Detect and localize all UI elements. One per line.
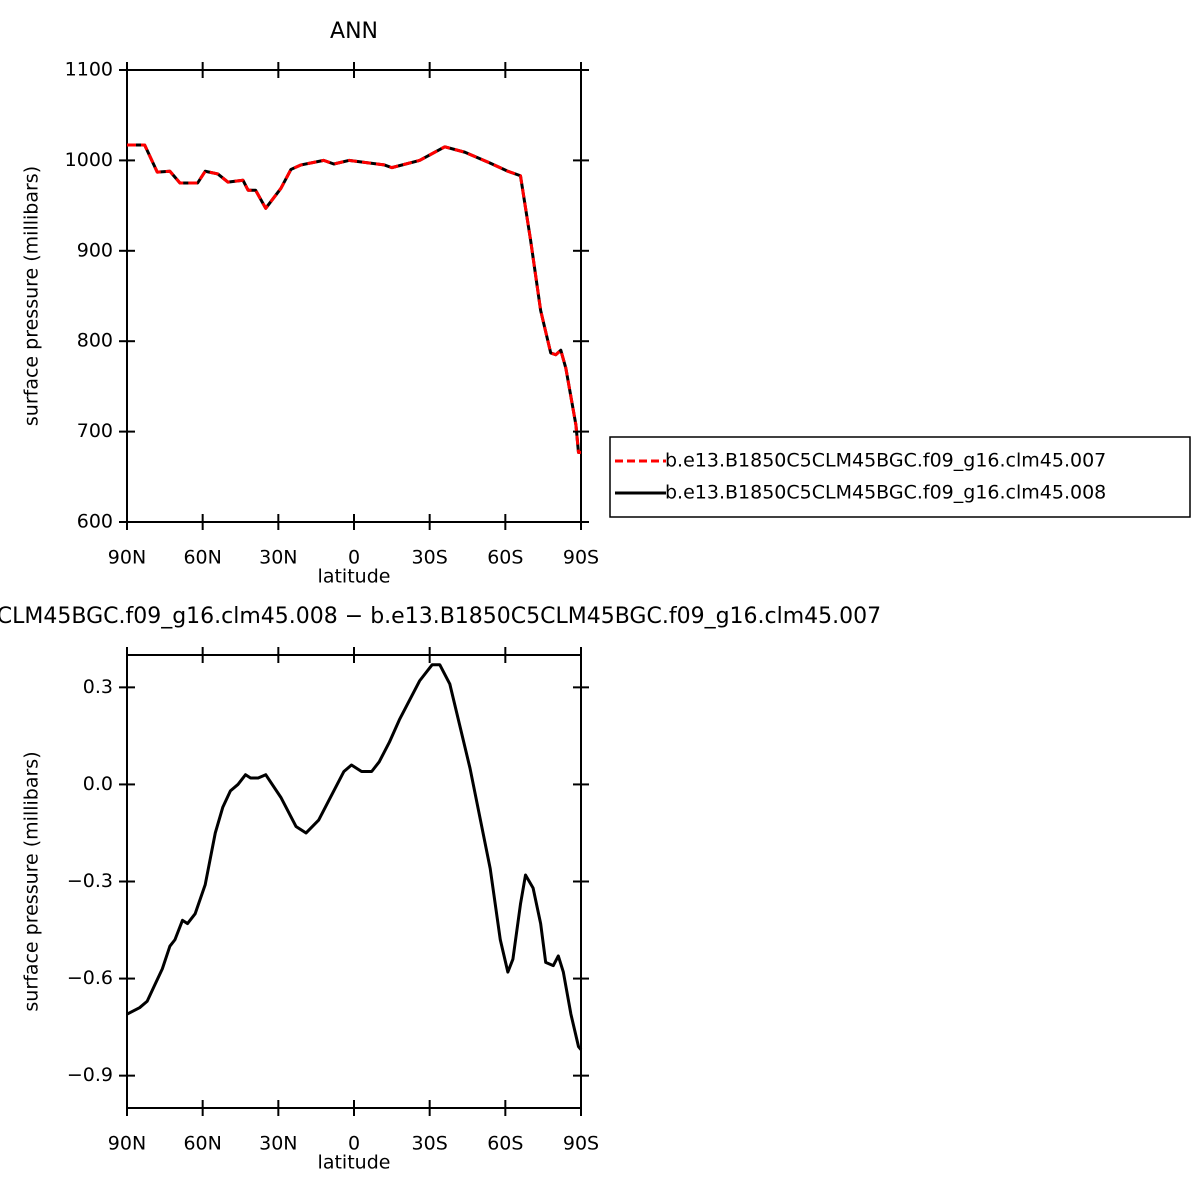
data-line: [127, 143, 581, 454]
y-axis-label: surface pressure (millibars): [21, 751, 43, 1011]
y-tick-label: 900: [77, 239, 113, 261]
y-tick-label: 1000: [65, 149, 113, 171]
x-axis-label: latitude: [318, 566, 391, 588]
x-tick-label: 90S: [563, 547, 599, 569]
x-tick-label: 60S: [487, 1133, 523, 1155]
y-tick-label: −0.6: [67, 967, 113, 989]
y-axis-label: surface pressure (millibars): [21, 166, 43, 426]
chart-title: ANN: [330, 19, 378, 44]
x-tick-label: 90N: [108, 1133, 146, 1155]
y-tick-label: −0.9: [67, 1064, 113, 1086]
legend-box: [609, 436, 1191, 518]
x-tick-label: 60N: [183, 1133, 221, 1155]
x-tick-label: 30N: [259, 1133, 297, 1155]
x-tick-label: 30N: [259, 547, 297, 569]
x-tick-label: 0: [348, 547, 360, 569]
x-tick-label: 0: [348, 1133, 360, 1155]
data-line: [126, 663, 583, 1051]
x-tick-label: 60N: [183, 547, 221, 569]
y-tick-label: 800: [77, 330, 113, 352]
legend-label: b.e13.B1850C5CLM45BGC.f09_g16.clm45.007: [665, 450, 1106, 472]
plot-frame: [126, 69, 582, 523]
x-tick-label: 30S: [412, 547, 448, 569]
x-tick-label: 90S: [563, 1133, 599, 1155]
y-tick-label: 700: [77, 420, 113, 442]
chart-title: b.e13.B1850C5CLM45BGC.f09_g16.clm45.008 …: [0, 604, 881, 629]
y-tick-label: 1100: [65, 59, 113, 81]
x-tick-label: 90N: [108, 547, 146, 569]
y-tick-label: 600: [77, 511, 113, 533]
plot-frame: [126, 654, 582, 1109]
x-tick-label: 60S: [487, 547, 523, 569]
legend-label: b.e13.B1850C5CLM45BGC.f09_g16.clm45.008: [665, 482, 1106, 504]
x-axis-label: latitude: [318, 1152, 391, 1174]
y-tick-label: −0.3: [67, 870, 113, 892]
x-tick-label: 30S: [412, 1133, 448, 1155]
y-tick-label: 0.3: [83, 676, 113, 698]
data-line: [127, 143, 581, 454]
y-tick-label: 0.0: [83, 773, 113, 795]
